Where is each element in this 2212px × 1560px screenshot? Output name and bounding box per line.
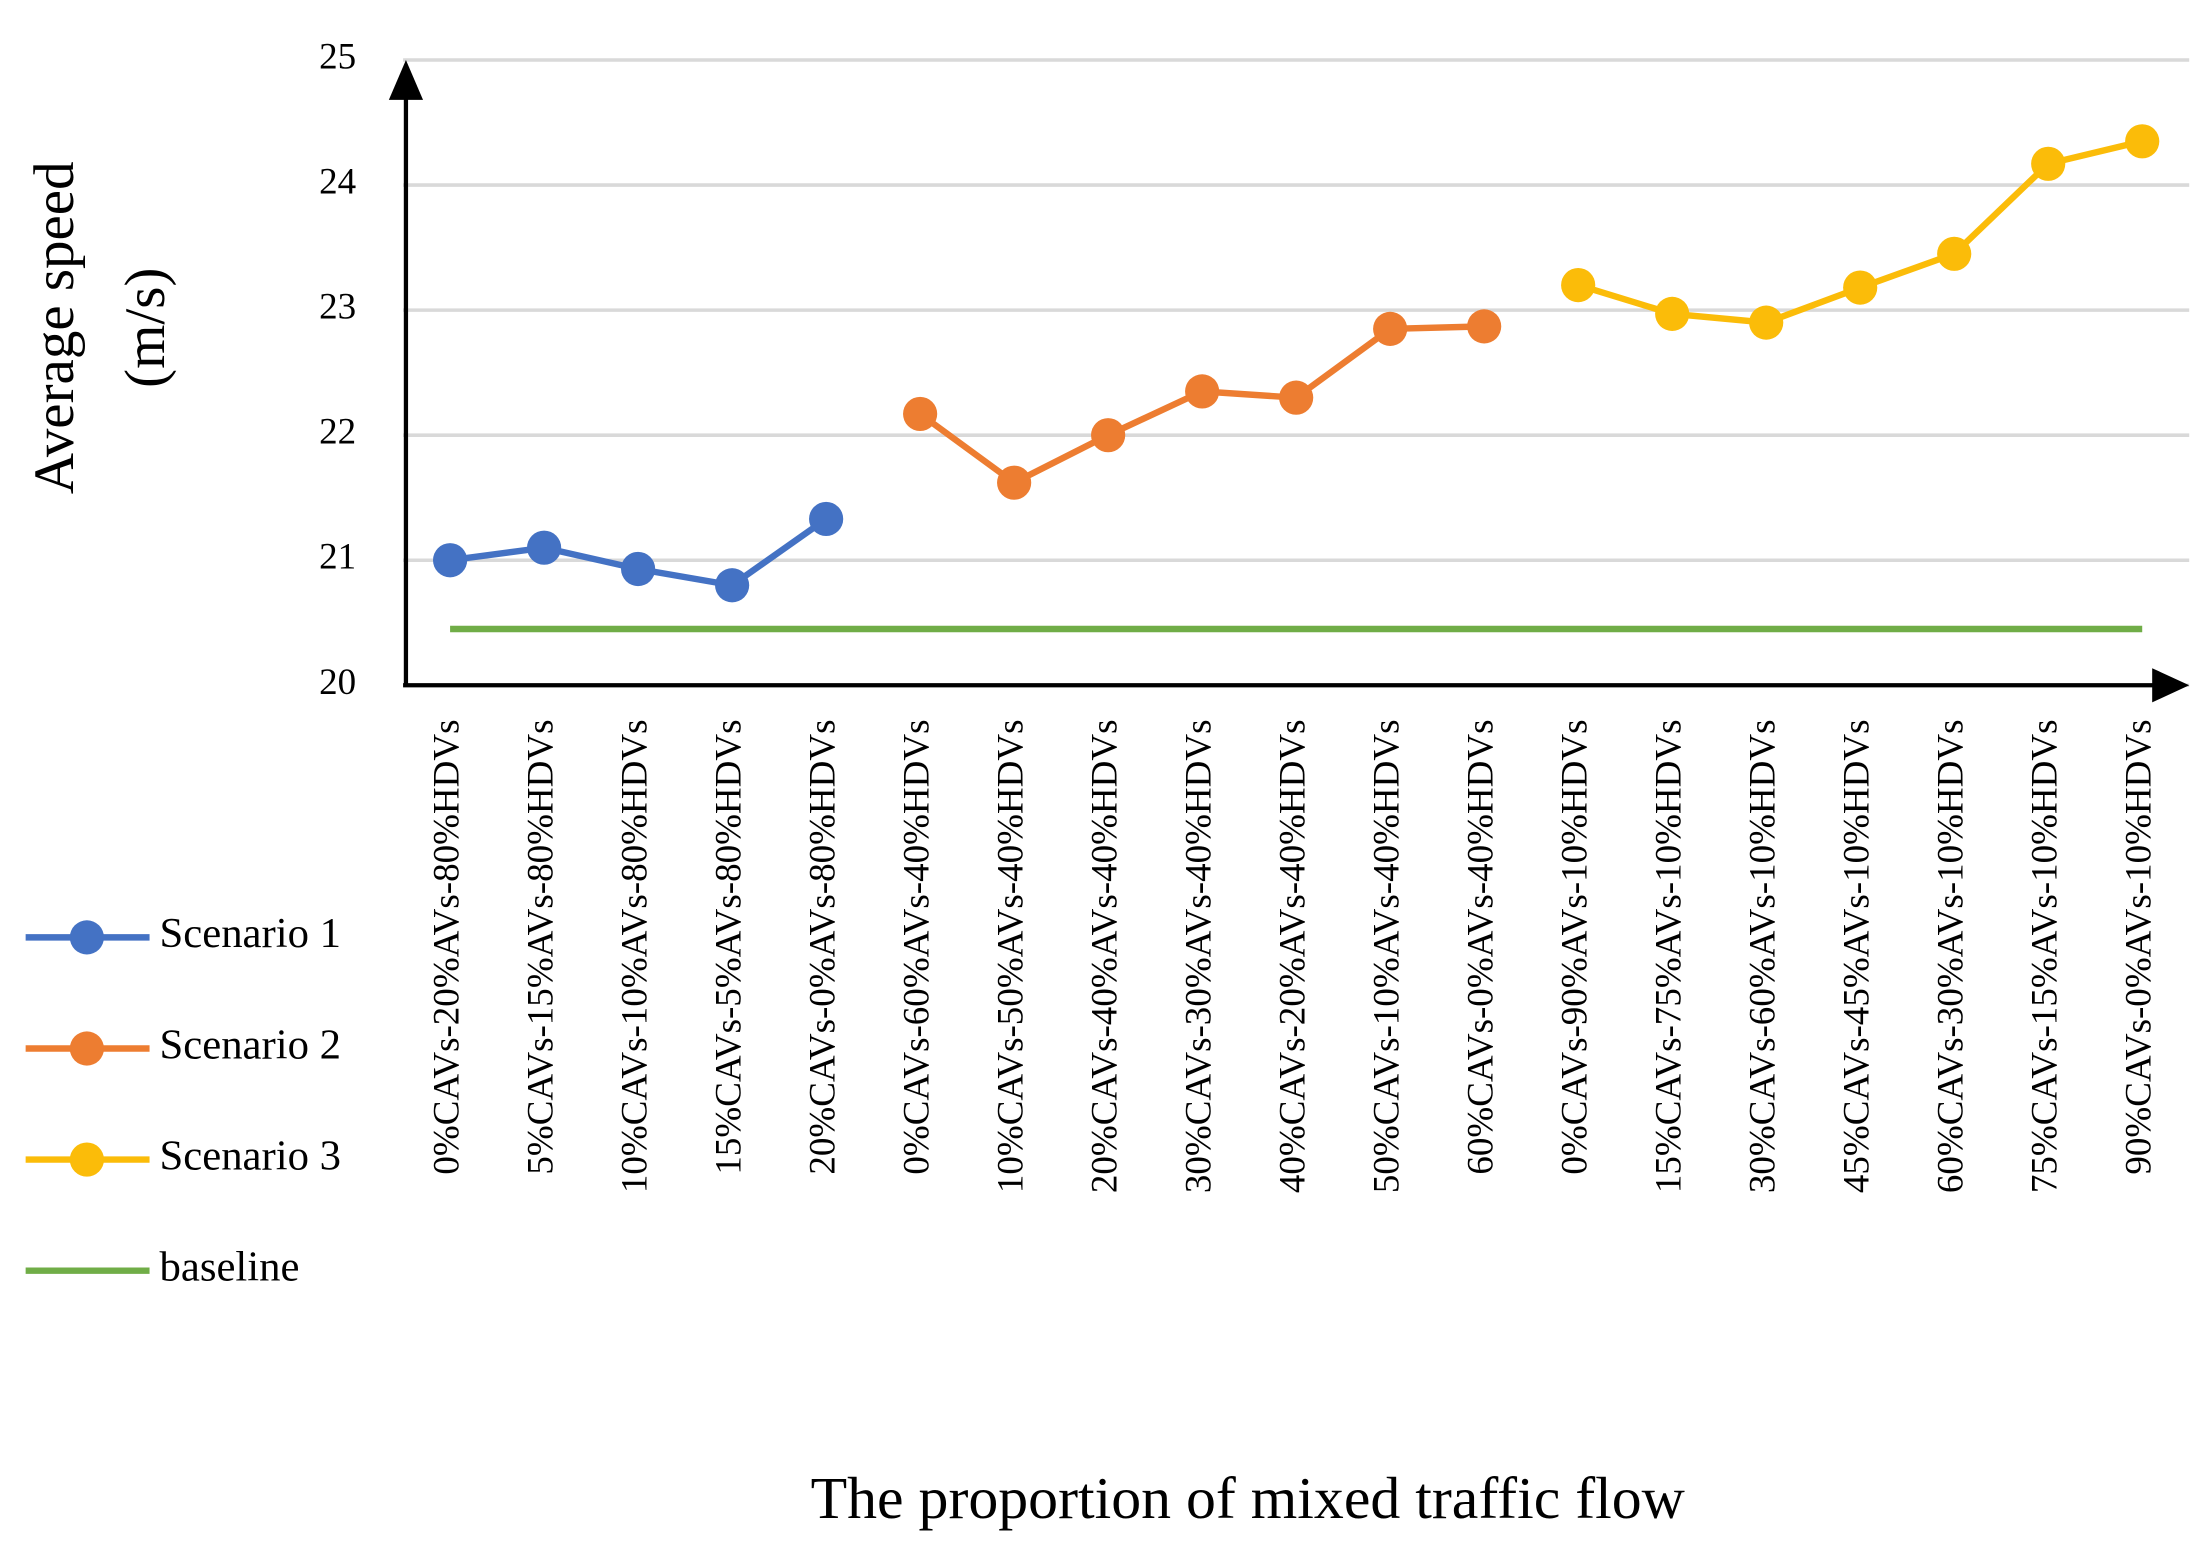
x-tick-label: 15%CAVs-5%AVs-80%HDVs (709, 719, 750, 1174)
y-tick-label: 25 (319, 36, 356, 77)
y-axis-label: Average speed (23, 161, 86, 494)
data-point (1279, 380, 1314, 415)
data-point (1091, 418, 1126, 453)
x-tick-label: 60%CAVs-0%AVs-40%HDVs (1461, 719, 1502, 1174)
data-point (1655, 296, 1690, 331)
data-point (1185, 374, 1220, 409)
data-point (1467, 309, 1502, 344)
data-point (1561, 268, 1596, 303)
legend-label: Scenario 1 (160, 910, 341, 957)
data-point (2031, 146, 2066, 181)
data-point (1843, 270, 1878, 305)
x-tick-label: 30%CAVs-30%AVs-40%HDVs (1179, 719, 1220, 1193)
data-point (2125, 124, 2160, 159)
legend-marker (69, 920, 104, 955)
x-tick-label: 20%CAVs-0%AVs-80%HDVs (803, 719, 844, 1174)
data-point (1373, 311, 1408, 346)
data-point (809, 501, 844, 537)
y-axis-label: (m/s) (114, 268, 177, 388)
x-tick-label: 5%CAVs-15%AVs-80%HDVs (521, 719, 562, 1174)
data-point (1749, 305, 1784, 340)
y-tick-label: 24 (319, 162, 356, 203)
x-tick-label: 0%CAVs-90%AVs-10%HDVs (1555, 719, 1596, 1174)
x-tick-label: 60%CAVs-30%AVs-10%HDVs (1931, 719, 1972, 1193)
y-tick-label: 21 (319, 537, 356, 578)
x-tick-label: 40%CAVs-20%AVs-40%HDVs (1273, 719, 1314, 1193)
x-tick-label: 20%CAVs-40%AVs-40%HDVs (1085, 719, 1126, 1193)
y-axis-arrow (388, 59, 424, 100)
x-axis-label: The proportion of mixed traffic flow (811, 1465, 1685, 1531)
x-tick-label: 15%CAVs-75%AVs-10%HDVs (1649, 719, 1690, 1193)
x-tick-label: 0%CAVs-20%AVs-80%HDVs (427, 719, 468, 1174)
data-point (715, 568, 750, 603)
legend-label: baseline (160, 1243, 300, 1290)
data-point (432, 543, 468, 578)
data-point (903, 396, 938, 431)
x-tick-label: 50%CAVs-10%AVs-40%HDVs (1367, 719, 1408, 1193)
data-point (1937, 236, 1972, 271)
x-tick-label: 75%CAVs-15%AVs-10%HDVs (2025, 719, 2066, 1193)
data-point (997, 465, 1032, 500)
x-tick-label: 10%CAVs-50%AVs-40%HDVs (991, 719, 1032, 1193)
x-tick-label: 30%CAVs-60%AVs-10%HDVs (1743, 719, 1784, 1193)
legend-label: Scenario 2 (160, 1021, 341, 1068)
x-axis-arrow (2152, 668, 2190, 703)
x-tick-label: 45%CAVs-45%AVs-10%HDVs (1837, 719, 1878, 1193)
data-point (527, 530, 562, 565)
legend-label: Scenario 3 (160, 1132, 341, 1179)
y-tick-label: 22 (319, 412, 356, 453)
y-tick-label: 23 (319, 287, 356, 328)
x-tick-label: 90%CAVs-0%AVs-10%HDVs (2119, 719, 2160, 1174)
legend-marker (69, 1031, 104, 1066)
data-point (621, 551, 656, 587)
y-tick-label: 20 (319, 662, 356, 703)
legend-marker (69, 1142, 104, 1177)
x-tick-label: 0%CAVs-60%AVs-40%HDVs (897, 719, 938, 1174)
x-tick-label: 10%CAVs-10%AVs-80%HDVs (615, 719, 656, 1193)
